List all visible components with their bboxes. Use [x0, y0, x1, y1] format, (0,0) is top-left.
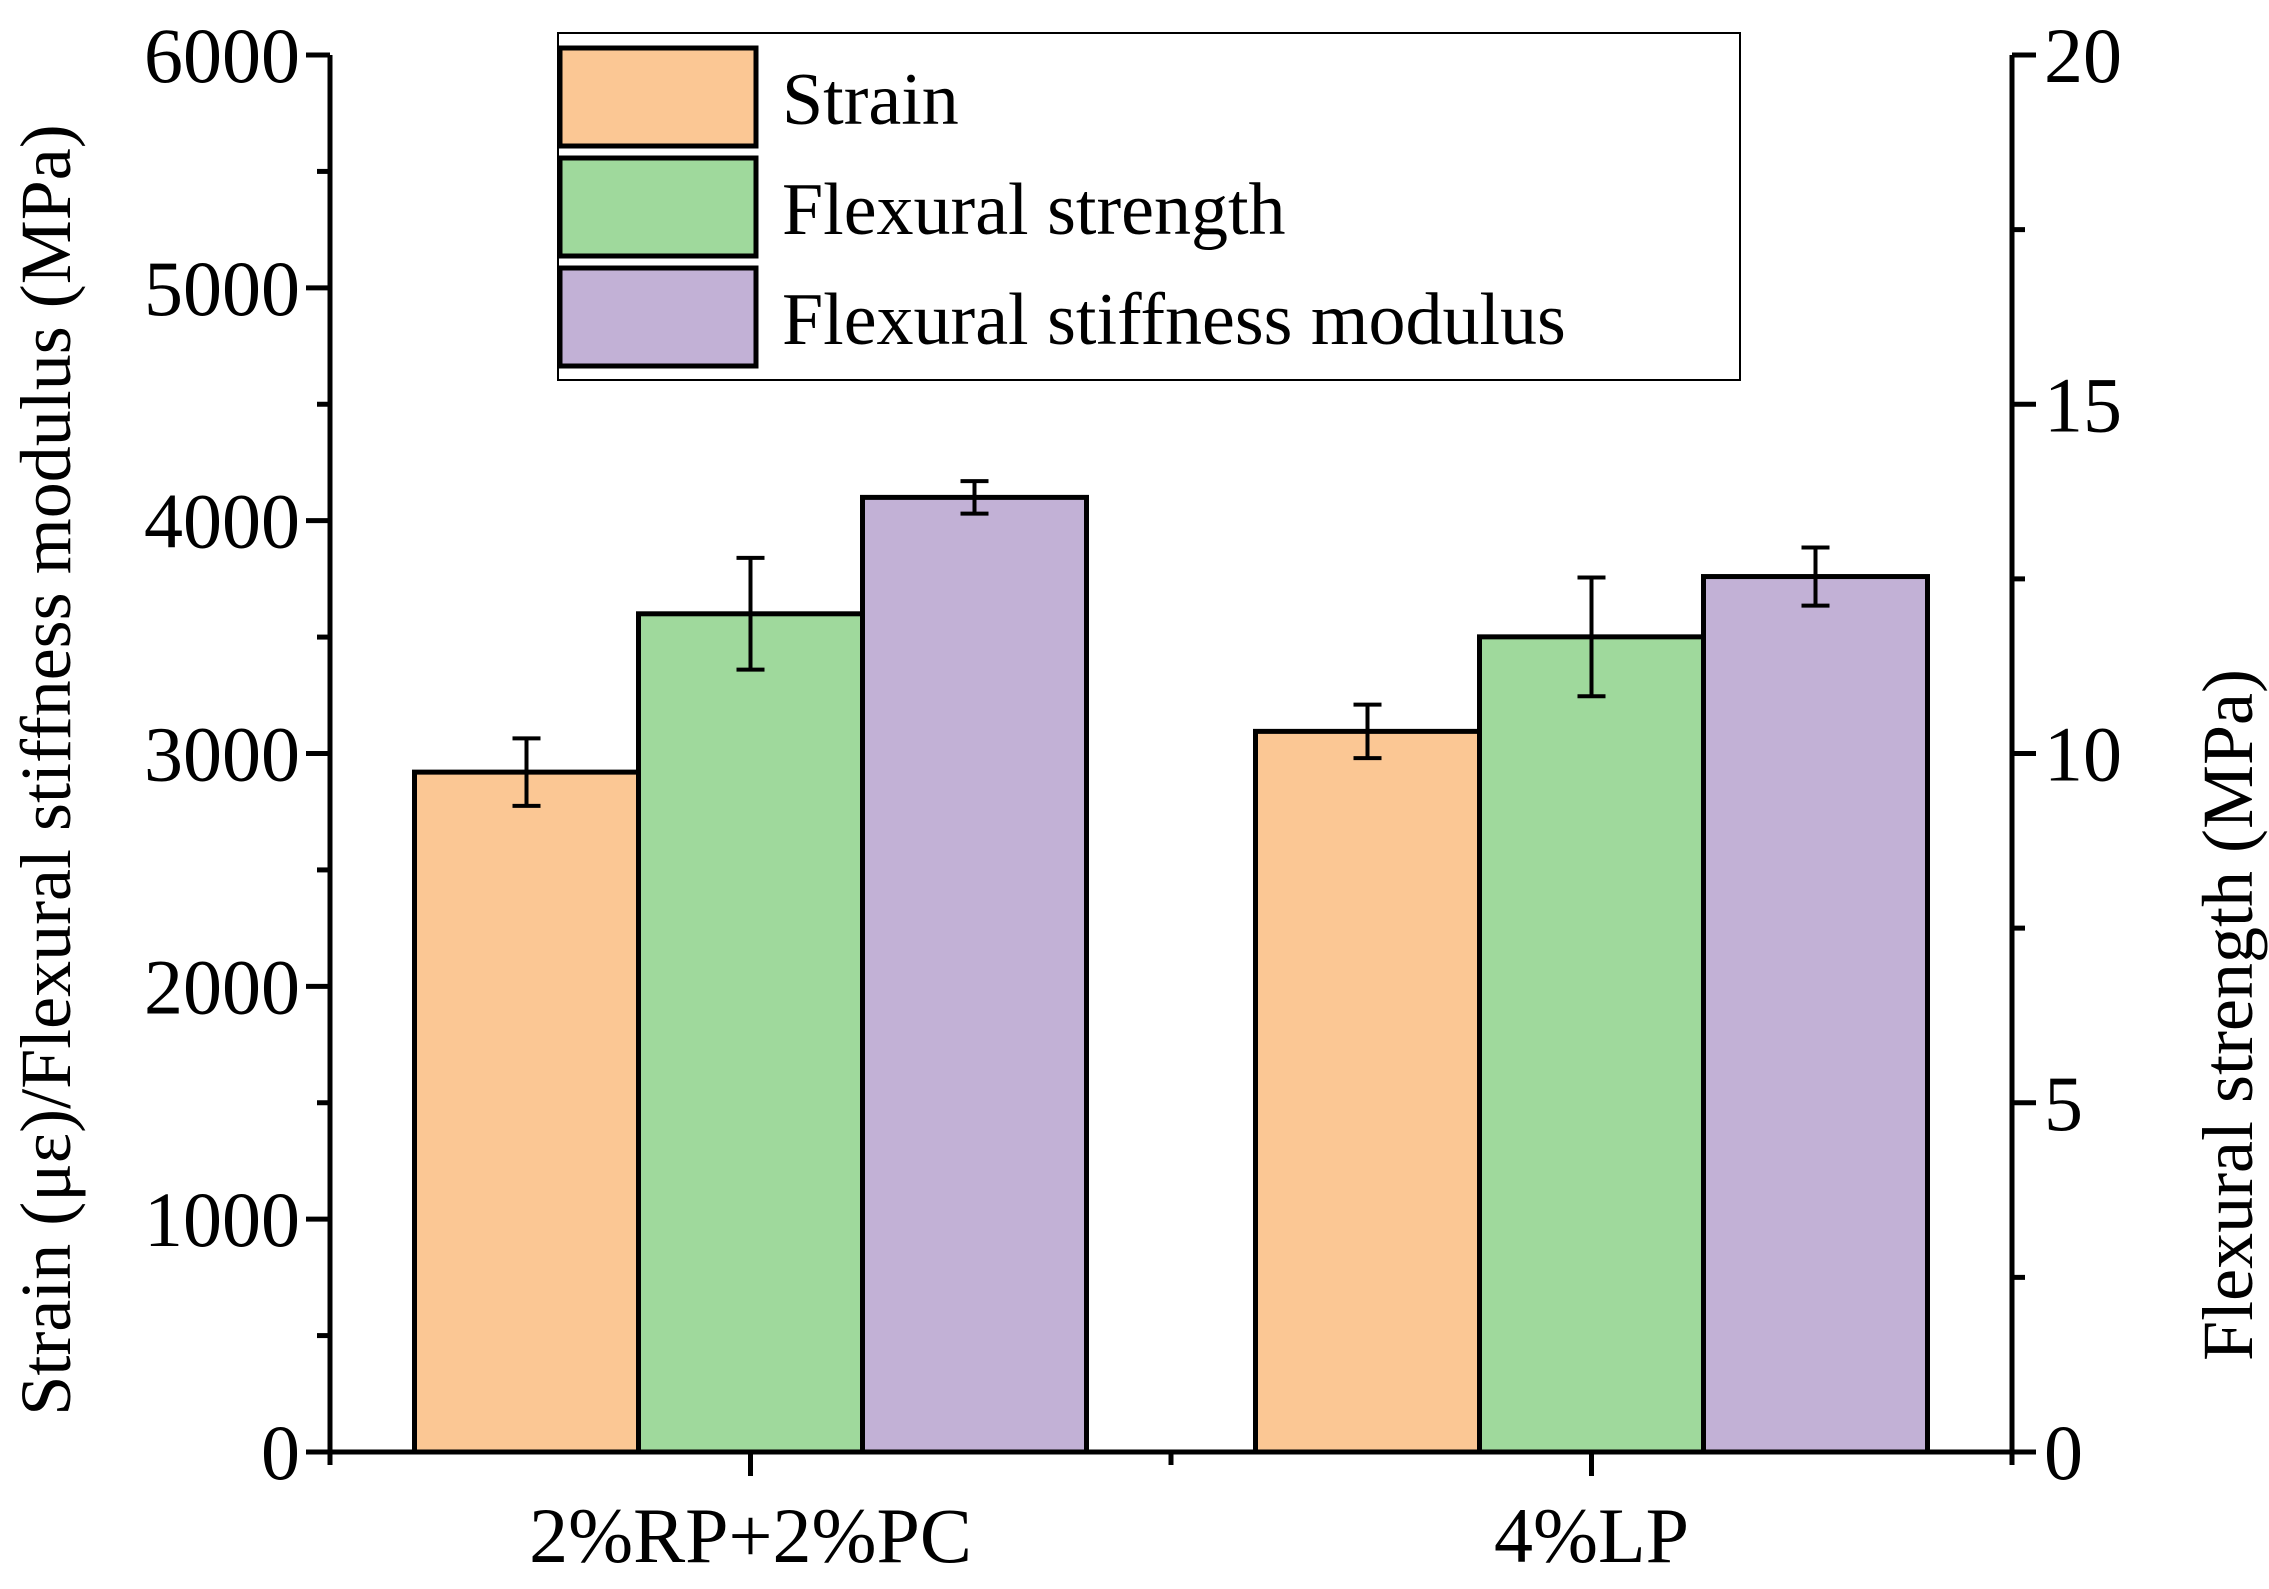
- legend-label-strain: Strain: [782, 59, 959, 141]
- right-tick-label: 15: [2044, 361, 2122, 448]
- legend-swatch-strain: [557, 45, 759, 149]
- bar-flexural-stiffness-modulus-2-rp-2-pc: [860, 494, 1089, 1455]
- right-tick-label: 5: [2044, 1060, 2083, 1147]
- left-tick-label: 4000: [144, 478, 300, 565]
- right-axis-ticks: 0 5 10 15 20: [2012, 12, 2122, 1496]
- left-tick-label: 2000: [144, 943, 300, 1030]
- left-tick-label: 1000: [144, 1176, 300, 1263]
- legend-label-flexural-strength: Flexural strength: [782, 169, 1286, 251]
- x-tick-label-2-rp-2-pc: 2%RP+2%PC: [529, 1492, 972, 1579]
- right-tick-label: 10: [2044, 711, 2122, 798]
- left-axis-ticks: 0 1000 2000 3000 4000 5000 6000: [144, 12, 330, 1496]
- legend-swatch-flexural-stiffness-modulus: [557, 265, 759, 369]
- right-tick-label: 20: [2044, 12, 2122, 99]
- legend: Strain Flexural strength Flexural stiffn…: [557, 32, 1741, 381]
- legend-swatch-flexural-strength: [557, 155, 759, 259]
- legend-label-flexural-stiffness-modulus: Flexural stiffness modulus: [782, 279, 1566, 361]
- left-tick-label: 5000: [144, 245, 300, 332]
- bar-flexural-strength-2-rp-2-pc: [636, 611, 865, 1455]
- left-tick-label: 6000: [144, 12, 300, 99]
- bar-flexural-strength-4-lp: [1477, 634, 1706, 1455]
- bar-flexural-stiffness-modulus-4-lp: [1701, 574, 1930, 1455]
- left-axis-title: Strain (με)/Flexural stiffness modulus (…: [6, 124, 86, 1415]
- left-tick-label: 3000: [144, 711, 300, 798]
- left-tick-label: 0: [261, 1409, 300, 1496]
- bars: [412, 494, 1930, 1455]
- error-bars: [512, 479, 1830, 808]
- x-tick-label-4-lp: 4%LP: [1494, 1492, 1689, 1579]
- right-axis-title: Flexural strength (MPa): [2188, 669, 2268, 1361]
- right-tick-label: 0: [2044, 1409, 2083, 1496]
- bar-strain-4-lp: [1253, 728, 1482, 1455]
- x-axis-ticks: 2%RP+2%PC 4%LP: [327, 1452, 2015, 1579]
- bar-strain-2-rp-2-pc: [412, 769, 641, 1455]
